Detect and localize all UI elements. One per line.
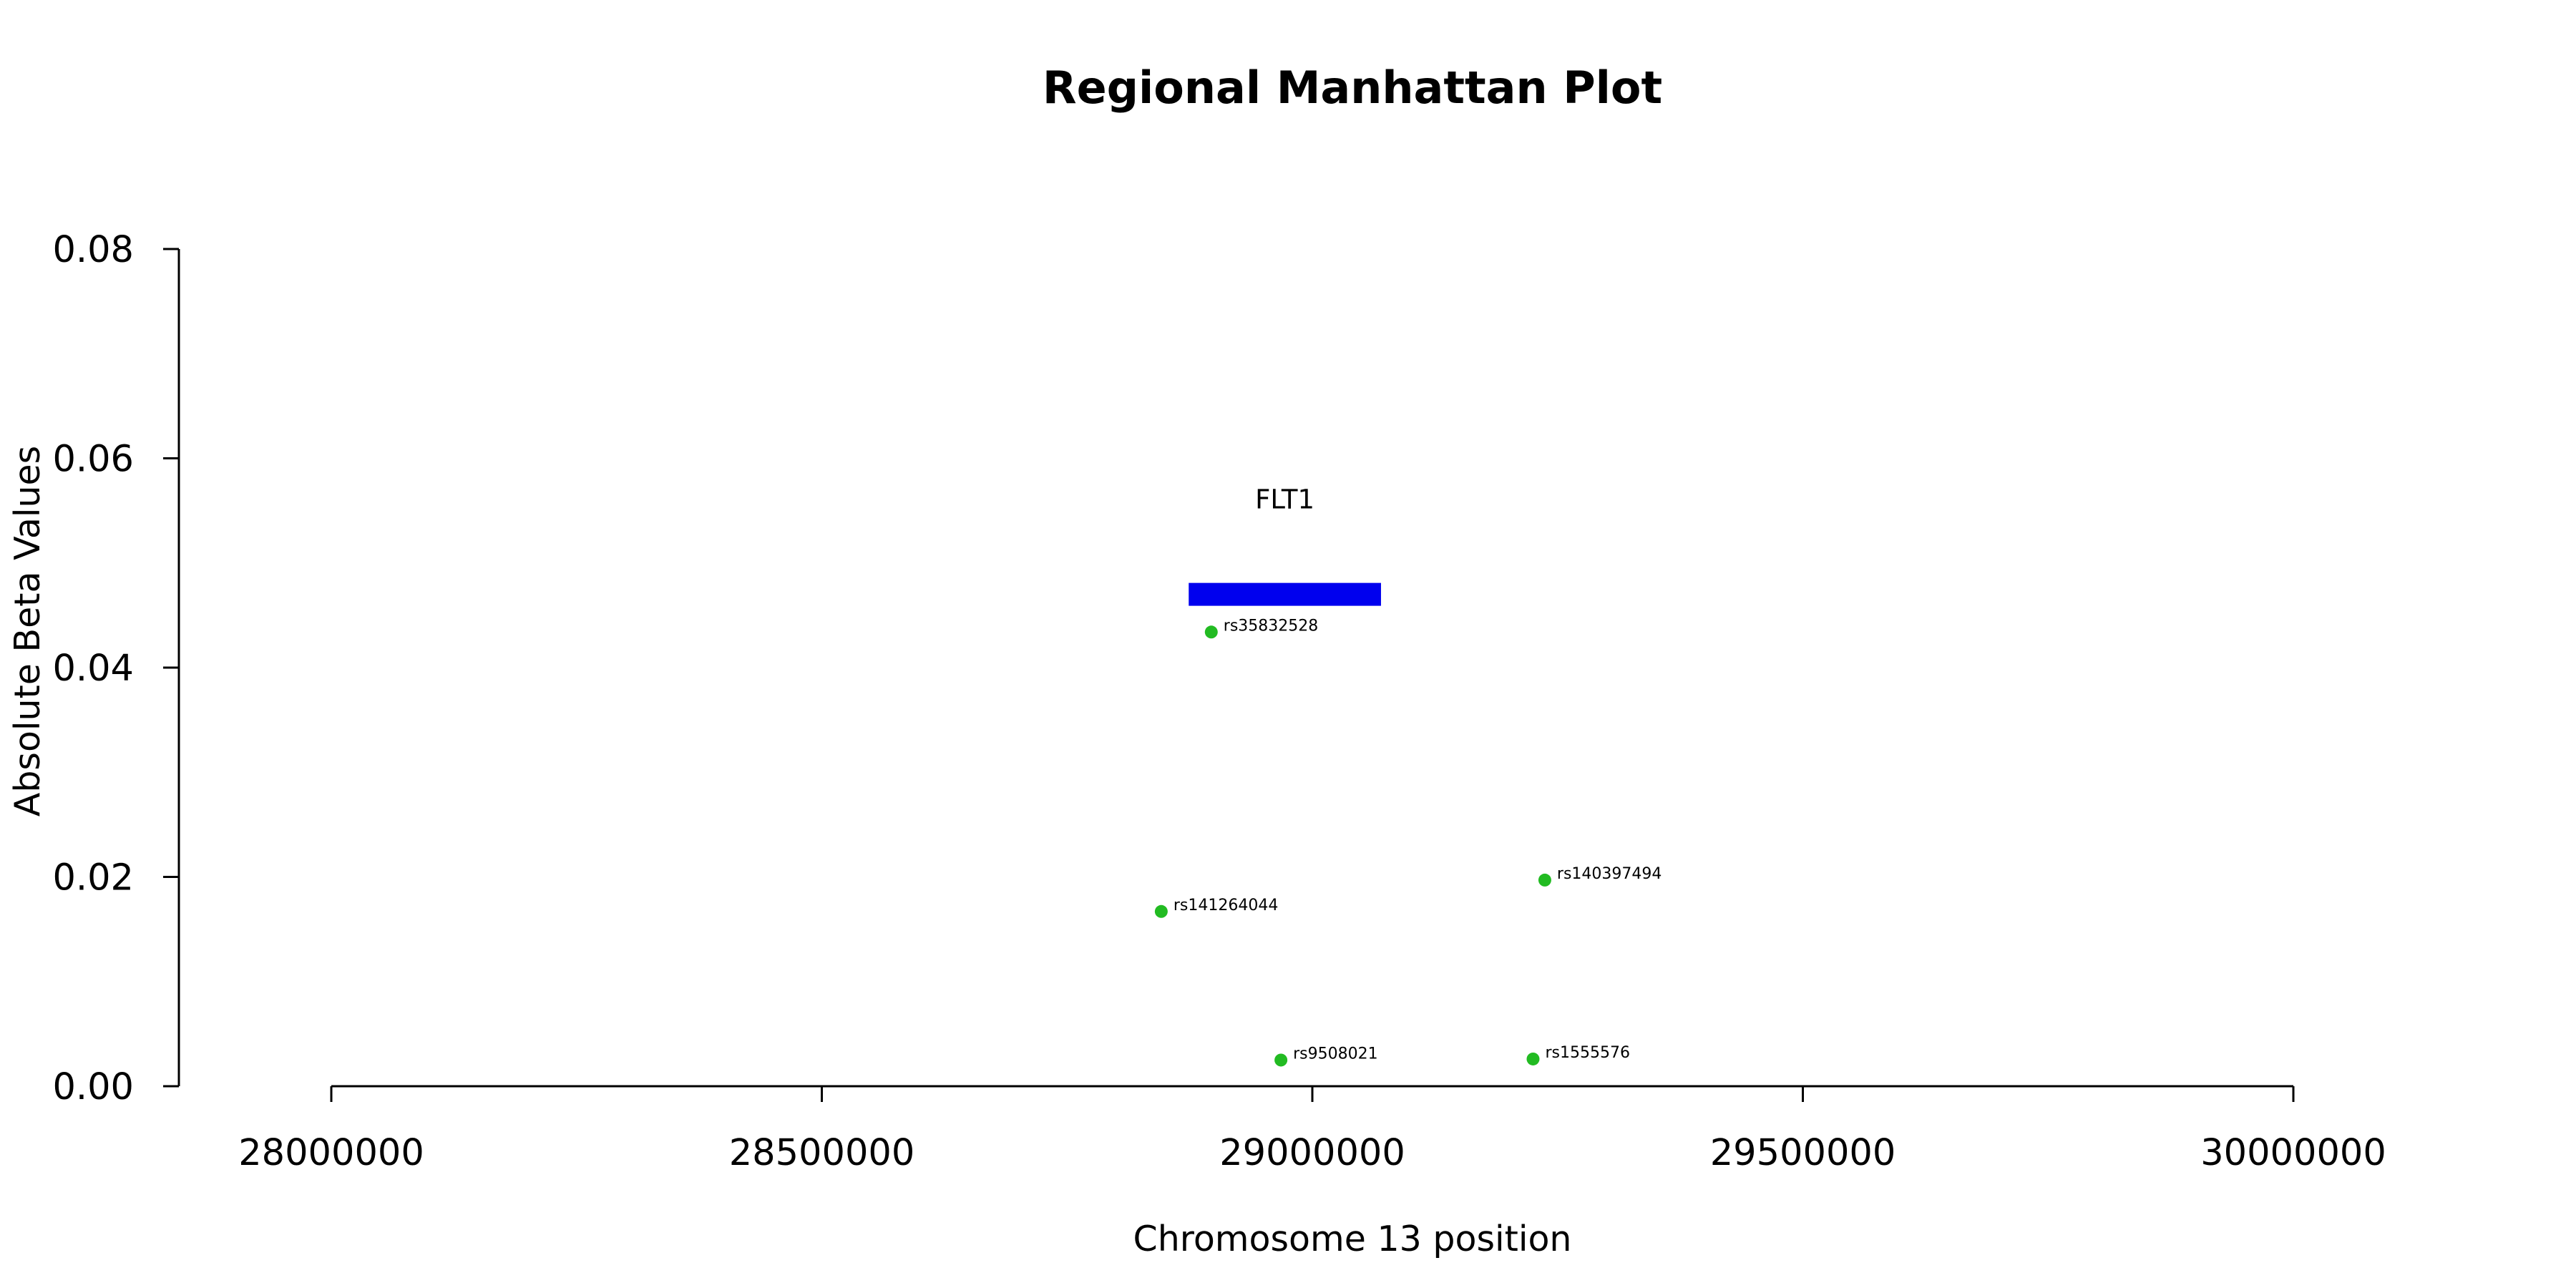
x-axis-label: Chromosome 13 position <box>1133 1219 1571 1259</box>
gene-label: FLT1 <box>1255 484 1314 515</box>
y-axis-label: Absolute Beta Values <box>7 446 48 816</box>
x-tick-label: 28000000 <box>238 1132 424 1174</box>
x-tick-label: 29000000 <box>1219 1132 1405 1174</box>
y-tick-label: 0.08 <box>52 229 134 271</box>
snp-label: rs140397494 <box>1557 865 1662 883</box>
snp-point <box>1538 873 1551 887</box>
snp-label: rs9508021 <box>1293 1045 1378 1063</box>
snp-label: rs35832528 <box>1224 617 1318 635</box>
y-axis: 0.00 0.02 0.04 0.06 0.08 <box>52 229 180 1108</box>
x-axis: 28000000 28500000 29000000 29500000 30000000 <box>238 1085 2386 1174</box>
gene-track: FLT1 <box>1189 484 1381 606</box>
snp-point <box>1154 904 1168 918</box>
snp-points: rs35832528 rs141264044 rs140397494 rs950802… <box>1154 617 1662 1067</box>
x-tick-label: 29500000 <box>1710 1132 1896 1174</box>
snp-label: rs141264044 <box>1174 897 1278 914</box>
snp-point <box>1204 625 1218 639</box>
snp-label: rs1555576 <box>1545 1044 1630 1062</box>
y-tick-label: 0.04 <box>52 648 134 690</box>
gene-bar <box>1189 582 1381 606</box>
x-tick-label: 28500000 <box>729 1132 915 1174</box>
y-tick-label: 0.00 <box>52 1066 134 1108</box>
y-tick-label: 0.02 <box>52 857 134 899</box>
snp-point <box>1274 1053 1288 1067</box>
x-tick-label: 30000000 <box>2200 1132 2386 1174</box>
snp-point <box>1526 1052 1540 1065</box>
chart-title: Regional Manhattan Plot <box>1043 62 1662 114</box>
y-tick-label: 0.06 <box>52 439 134 481</box>
